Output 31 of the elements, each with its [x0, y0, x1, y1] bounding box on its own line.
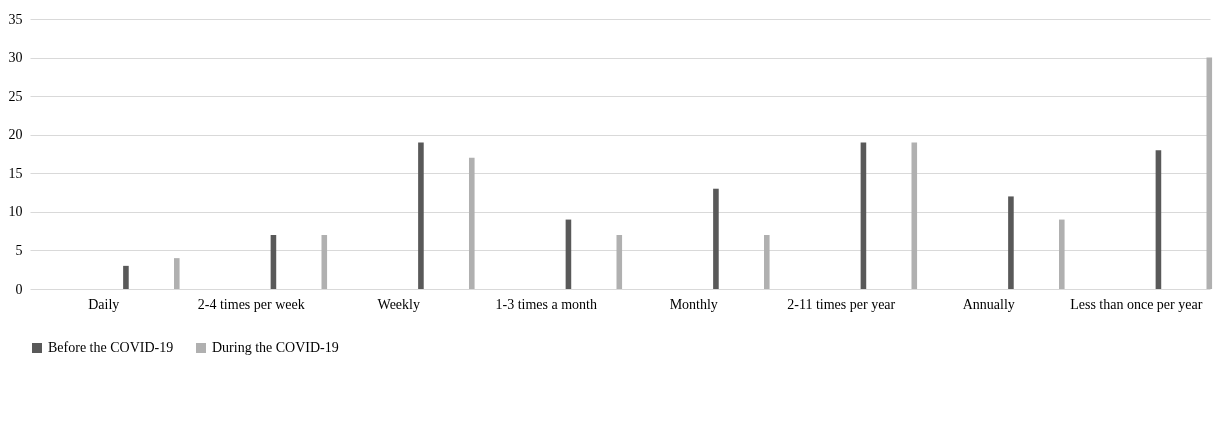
y-tick-label: 35 — [8, 11, 23, 27]
y-tick-label: 25 — [8, 88, 23, 104]
bar — [123, 265, 129, 289]
y-tick-label: 5 — [15, 242, 23, 258]
y-tick-label: 20 — [8, 127, 23, 143]
bar — [173, 258, 180, 289]
x-tick-label: Less than once per year — [1070, 296, 1203, 312]
bar — [763, 235, 770, 289]
bar — [713, 188, 719, 289]
bar — [1206, 57, 1213, 289]
legend-label: During the COVID-19 — [212, 340, 339, 355]
x-tick-label: 2-11 times per year — [787, 296, 896, 312]
x-tick-label: 1-3 times a month — [495, 296, 597, 312]
y-tick-label: 0 — [15, 281, 23, 297]
bar — [616, 235, 623, 289]
bar — [860, 142, 867, 289]
bar — [321, 235, 328, 289]
y-tick-label: 30 — [8, 50, 23, 66]
x-tick-label: 2-4 times per week — [197, 296, 305, 312]
x-tick-label: Weekly — [377, 296, 420, 312]
bar — [1008, 196, 1014, 289]
x-tick-label: Daily — [88, 296, 120, 312]
y-tick-label: 15 — [8, 165, 23, 181]
x-tick-label: Annually — [962, 296, 1015, 312]
bar — [911, 142, 918, 289]
legend-label: Before the COVID-19 — [48, 340, 174, 355]
y-tick-label: 10 — [8, 204, 23, 220]
bar — [1058, 219, 1065, 289]
bar — [468, 157, 475, 289]
x-tick-label: Monthly — [669, 296, 718, 312]
bar — [418, 142, 424, 289]
